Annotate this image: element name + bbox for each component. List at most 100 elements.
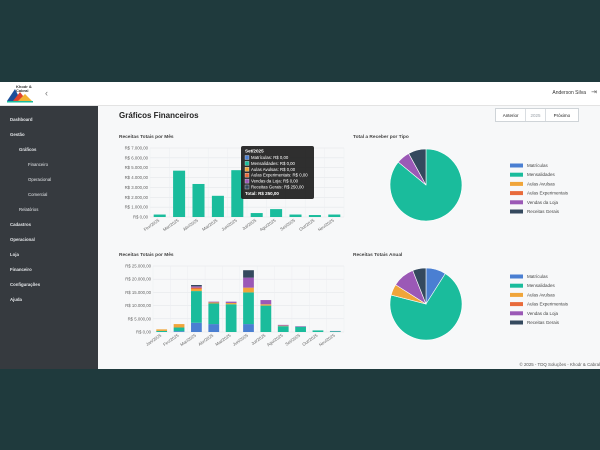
bar-segment	[260, 304, 272, 306]
legend-swatch	[510, 191, 523, 196]
year-display: 2025	[526, 109, 546, 121]
legend-swatch	[510, 163, 523, 168]
y-tick-label: R$ 0,00	[136, 330, 152, 335]
user-name[interactable]: Anderson Silva	[552, 90, 586, 96]
pie-slice	[408, 148, 427, 186]
bar-segment	[295, 326, 306, 332]
sidebar-item-loja[interactable]: Loja	[10, 252, 19, 257]
x-tick-label: Ago/2025	[266, 332, 284, 347]
logo	[7, 89, 33, 103]
tooltip-row: Aulas Experimentais: R$ 0,00	[251, 173, 308, 178]
sidebar-item-configuracoes[interactable]: Configurações	[10, 282, 41, 287]
sidebar-item-relatorios[interactable]: Relatórios	[19, 207, 39, 212]
collapse-sidebar-icon[interactable]: ‹	[45, 88, 48, 98]
y-tick-label: R$ 6.000,00	[125, 155, 149, 160]
x-tick-label: Fev/2025	[162, 332, 180, 347]
legend-label: Aulas Avulsas	[527, 292, 556, 297]
bar	[250, 213, 263, 217]
bar-segment	[156, 329, 168, 331]
legend-label: Mensalidades	[527, 172, 556, 177]
chart-title-receivables: Total a Receber por Tipo	[353, 135, 409, 140]
legend-label: Receitas Gerais	[527, 209, 560, 214]
bar-segment	[208, 324, 220, 332]
x-tick-label: Ago/2025	[259, 217, 277, 231]
x-tick-label: Jul/2025	[241, 217, 258, 231]
sidebar-item-operacional[interactable]: Operacional	[10, 237, 35, 242]
bar-segment	[243, 287, 254, 293]
logout-icon[interactable]: ⇥	[591, 89, 597, 96]
legend-label: Aulas Experimentais	[527, 191, 569, 196]
annual-revenue-pie-chart[interactable]: Matrículas Mensalidades Aulas Avulsas Aulas…	[378, 260, 600, 355]
legend-swatch	[510, 274, 523, 279]
legend-swatch	[510, 311, 523, 316]
legend-swatch	[510, 172, 523, 177]
y-tick-label: R$ 2.000,00	[125, 195, 149, 200]
bar-segment	[173, 331, 185, 332]
bar-segment	[208, 303, 220, 325]
bar	[328, 214, 341, 217]
tooltip-swatch	[244, 161, 250, 166]
sidebar-item-cadastros[interactable]: Cadastros	[10, 222, 32, 227]
bar-segment	[191, 287, 202, 289]
bar-segment	[191, 322, 202, 332]
y-tick-label: R$ 1.000,00	[125, 205, 149, 210]
bar-segment	[225, 302, 237, 305]
bar	[192, 183, 205, 217]
monthly-revenue-chart[interactable]: R$ 0,00 R$ 1.000,00 R$ 2.000,00 R$ 3.000,00…	[98, 141, 348, 231]
bar	[173, 170, 186, 217]
sidebar-item-gestao[interactable]: Gestão	[10, 132, 25, 137]
tooltip-box	[241, 146, 314, 199]
bar-segment	[225, 301, 237, 303]
monthly-stacked-chart[interactable]: R$ 0,00 R$ 5.000,00 R$ 10.000,00 R$ 15.000,…	[98, 260, 348, 355]
sidebar: Dashboard Gestão Gráficos Financeiro Ope…	[0, 106, 98, 369]
tooltip-row: Receitas Gerais: R$ 250,00	[251, 185, 304, 190]
y-tick-label: R$ 5.000,00	[128, 316, 152, 321]
x-tick-label: Mai/2025	[214, 332, 232, 347]
x-tick-label: Jul/2025	[250, 332, 267, 346]
receivables-pie-chart[interactable]: Matrículas Mensalidades Aulas Avulsas Aulas…	[378, 141, 600, 231]
bar-segment	[191, 286, 202, 288]
sidebar-item-financeiro[interactable]: Financeiro	[10, 267, 32, 272]
sidebar-item-ajuda[interactable]: Ajuda	[10, 297, 22, 302]
chart-title-annual: Receitas Totais Anual	[353, 253, 403, 258]
y-tick-label: R$ 0,00	[133, 215, 149, 220]
bar-segment	[243, 292, 254, 325]
legend-swatch	[510, 200, 523, 205]
x-tick-label: Set/2025	[284, 332, 301, 346]
bar-segment	[329, 331, 341, 332]
sidebar-item-operacional-graficos[interactable]: Operacional	[28, 177, 52, 182]
sidebar-item-graficos[interactable]: Gráficos	[19, 147, 37, 152]
next-button[interactable]: Próximo	[553, 112, 571, 118]
bar	[211, 195, 224, 217]
bar-segment	[260, 305, 272, 332]
legend-swatch	[510, 209, 523, 214]
chart-title-monthly-1: Receitas Totais por Mês	[119, 135, 174, 140]
sidebar-item-comercial[interactable]: Comercial	[28, 192, 48, 197]
legend-label: Vendas da Loja	[527, 200, 559, 205]
top-bar: Khodr & Cabral ‹ Anderson Silva ⇥	[0, 82, 600, 106]
sidebar-item-financeiro-graficos[interactable]: Financeiro	[28, 162, 49, 167]
x-tick-label: Set/2025	[279, 217, 296, 231]
tooltip-row: Vendas da Loja: R$ 0,00	[251, 179, 299, 184]
main-content: Gráficos Financeiros Anterior 2025 Próxi…	[98, 106, 600, 369]
bar-segment	[312, 330, 324, 332]
legend-label: Aulas Experimentais	[527, 302, 569, 307]
sidebar-item-dashboard[interactable]: Dashboard	[10, 117, 33, 122]
pie-slice	[389, 273, 463, 341]
bar-segment	[191, 285, 202, 287]
pie-slice	[412, 267, 427, 305]
previous-button[interactable]: Anterior	[496, 109, 527, 121]
bar-segment	[173, 324, 185, 328]
bar	[153, 214, 166, 217]
bar-segment	[243, 324, 254, 332]
x-tick-label: Abr/2025	[182, 217, 200, 231]
legend-label: Matrículas	[527, 163, 549, 168]
legend-swatch	[510, 283, 523, 288]
bar-segment	[277, 324, 289, 326]
footer: © 2025 - TDQ Soluções - Khodr & Cabral	[519, 362, 600, 367]
x-tick-label: Jun/2025	[232, 332, 250, 347]
bar-segment	[260, 300, 272, 305]
pie-slice	[389, 148, 463, 222]
x-tick-label: Nov/2025	[318, 332, 336, 347]
y-tick-label: R$ 7.000,00	[125, 146, 149, 151]
